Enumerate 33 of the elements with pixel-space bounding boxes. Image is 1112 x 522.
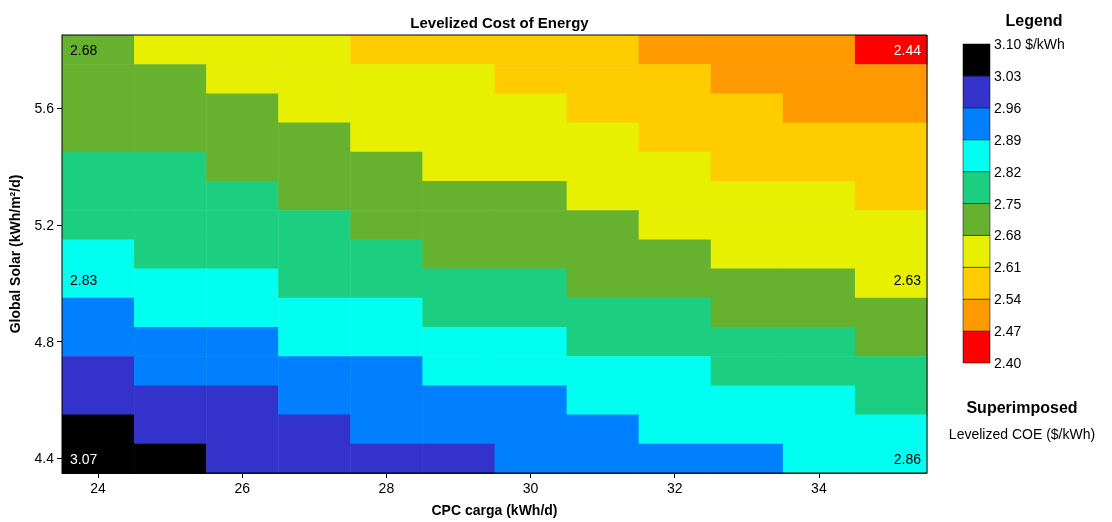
color-bar-label: 3.03 xyxy=(994,67,1022,84)
y-tick-label: 5.2 xyxy=(34,216,55,233)
x-tick-label: 24 xyxy=(90,480,107,496)
y-axis-title: Global Solar (kWh/m²/d) xyxy=(7,174,23,334)
chart-title: Levelized Cost of Energy xyxy=(410,14,590,31)
color-bar-label: 2.75 xyxy=(994,195,1022,212)
legend-title: Legend xyxy=(1005,11,1063,29)
annotation: 2.63 xyxy=(893,272,922,289)
y-tick-label: 4.8 xyxy=(34,333,55,350)
annotation: 2.83 xyxy=(70,272,98,289)
text: Levelized COE ($/kWh) xyxy=(948,426,1096,442)
color-bar-label: 2.47 xyxy=(994,323,1022,340)
color-bar-label: 2.40 xyxy=(994,355,1022,371)
color-bar-label: 2.68 xyxy=(994,227,1022,244)
color-bar-label: 3.10 $/kWh xyxy=(994,36,1065,52)
x-tick-label: 26 xyxy=(234,480,251,496)
annotation: 2.86 xyxy=(893,451,922,467)
x-axis-title: CPC carga (kWh/d) xyxy=(431,502,558,518)
x-tick-label: 28 xyxy=(378,480,395,496)
annotation: 3.07 xyxy=(70,451,98,467)
x-tick-label: 34 xyxy=(811,480,827,496)
color-bar-label: 2.54 xyxy=(994,291,1022,308)
color-bar-label: 2.61 xyxy=(994,259,1022,276)
color-bar-label: 2.96 xyxy=(994,99,1022,116)
y-tick-label: 5.6 xyxy=(34,100,55,116)
color-bar-label: 2.89 xyxy=(994,131,1022,148)
text: Superimposed xyxy=(966,398,1078,416)
annotation: 2.44 xyxy=(893,42,922,58)
x-tick-label: 32 xyxy=(666,480,683,496)
color-bar-label: 2.82 xyxy=(994,163,1022,180)
annotation: 2.68 xyxy=(70,42,98,58)
y-tick-label: 4.4 xyxy=(34,450,55,467)
x-tick-label: 30 xyxy=(522,480,539,496)
